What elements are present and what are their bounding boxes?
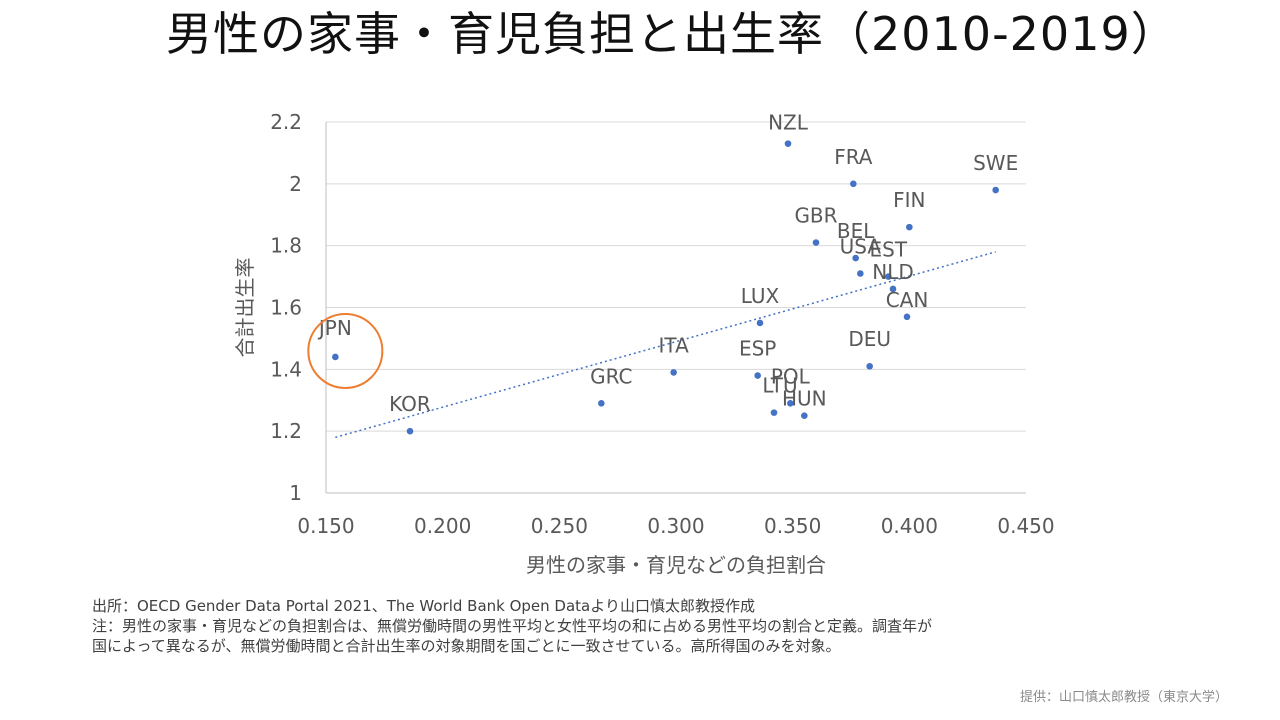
point-label-usa: USA: [840, 234, 882, 258]
chart-notes: 出所：OECD Gender Data Portal 2021、The Worl…: [92, 596, 1192, 656]
point-label-fra: FRA: [834, 145, 873, 169]
y-tick-label: 2: [289, 172, 302, 196]
y-tick-label: 1: [289, 481, 302, 505]
y-tick-label: 2.2: [270, 110, 302, 134]
point-label-pol: POL: [771, 364, 811, 388]
x-tick-label: 0.150: [297, 514, 354, 538]
y-axis-title: 合計出生率: [233, 258, 257, 358]
data-point-ita: [670, 369, 677, 376]
data-point-deu: [866, 362, 873, 370]
y-tick-label: 1.2: [270, 419, 302, 443]
point-label-swe: SWE: [973, 151, 1018, 175]
data-point-fin: [906, 223, 913, 231]
x-tick-label: 0.250: [531, 514, 588, 538]
x-tick-label: 0.350: [764, 514, 821, 538]
point-label-gbr: GBR: [794, 204, 837, 228]
point-label-bel: BEL: [837, 219, 875, 243]
y-tick-label: 1.4: [270, 357, 302, 381]
x-axis-title: 男性の家事・育児などの負担割合: [526, 553, 826, 577]
data-point-kor: [406, 427, 414, 435]
point-label-fin: FIN: [893, 188, 925, 212]
point-label-ltu: LTU: [762, 374, 797, 398]
credit-text: 提供：山口慎太郎教授（東京大学）: [1019, 690, 1228, 705]
point-label-nld: NLD: [872, 260, 914, 284]
data-point-grc: [598, 400, 605, 407]
point-label-ita: ITA: [659, 333, 690, 357]
page-title: 男性の家事・育児負担と出生率（2010-2019）: [166, 7, 1178, 61]
data-point-jpn: [332, 353, 339, 361]
y-tick-label: 1.6: [270, 296, 302, 320]
data-point-fra: [850, 180, 857, 188]
point-label-est: EST: [870, 238, 908, 262]
data-point-gbr: [812, 239, 820, 246]
data-point-esp: [754, 372, 761, 379]
x-tick-label: 0.300: [647, 514, 704, 538]
point-label-grc: GRC: [590, 364, 632, 388]
data-point-nzl: [784, 140, 792, 147]
data-point-can: [903, 313, 911, 321]
data-point-est: [885, 273, 892, 280]
data-point-ltu: [770, 409, 778, 416]
x-tick-label: 0.200: [414, 514, 471, 538]
point-label-lux: LUX: [741, 284, 780, 308]
point-label-esp: ESP: [739, 337, 776, 361]
trendline: [335, 251, 996, 439]
highlight-circle: [307, 312, 384, 389]
point-label-nzl: NZL: [768, 111, 809, 135]
data-point-hun: [801, 412, 808, 420]
data-point-nld: [889, 285, 897, 293]
data-point-pol: [787, 400, 794, 407]
data-point-lux: [756, 319, 764, 327]
definition-note-line-2: 国によって異なるが、無償労働時間と合計出生率の対象期間を国ごとに一致させている。…: [92, 637, 841, 655]
definition-note-line-1: 注：男性の家事・育児などの負担割合は、無償労働時間の男性平均と女性平均の和に占め…: [92, 617, 933, 635]
data-point-bel: [852, 254, 859, 262]
point-label-jpn: JPN: [317, 316, 352, 340]
point-label-kor: KOR: [389, 392, 431, 416]
point-label-deu: DEU: [848, 327, 891, 351]
data-point-swe: [992, 186, 999, 194]
x-tick-label: 0.450: [997, 514, 1054, 538]
x-tick-label: 0.400: [881, 514, 938, 538]
data-point-usa: [857, 270, 864, 277]
source-note: 出所：OECD Gender Data Portal 2021、The Worl…: [92, 597, 755, 615]
y-tick-label: 1.8: [270, 234, 302, 258]
point-label-can: CAN: [886, 288, 929, 312]
point-label-hun: HUN: [782, 387, 827, 411]
